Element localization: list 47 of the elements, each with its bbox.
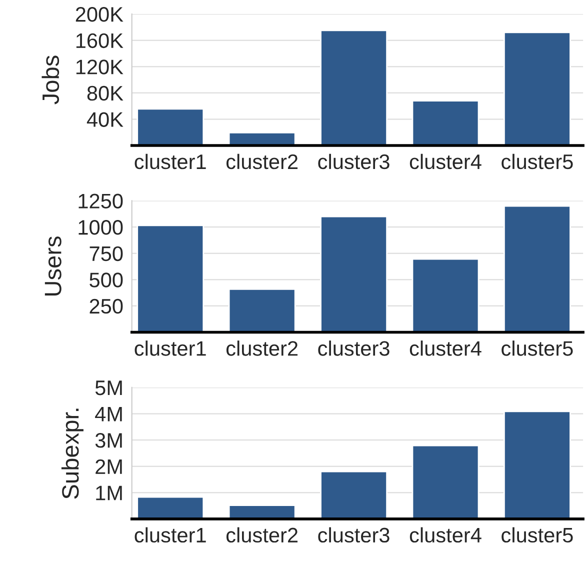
bar [136,224,204,332]
y-tick-label: 2M [96,459,122,474]
x-tick-label: cluster4 [410,154,482,170]
x-tick-label: cluster1 [134,340,206,356]
x-tick-label: cluster4 [410,340,482,356]
y-axis-title: Users [44,236,62,296]
y-tick-label: 500 [90,272,123,288]
x-tick-label: cluster1 [134,527,206,543]
y-tick-label: 1250 [78,194,123,208]
y-tick-label: 200K [76,7,124,22]
x-tick-label: cluster5 [502,527,573,543]
y-tick-label: 1000 [78,220,123,235]
bar [412,100,480,146]
bar [412,444,480,519]
bar [228,288,296,332]
x-tick-label: cluster2 [226,527,298,543]
bar [504,32,571,146]
bar [228,504,296,519]
x-tick-label: cluster2 [226,154,298,170]
y-tick-label: 4M [95,406,122,422]
bar [504,410,571,519]
y-tick-label: 1M [96,486,122,500]
x-tick-label: cluster3 [318,154,390,170]
x-tick-label: cluster3 [318,527,390,543]
x-tick-label: cluster5 [502,154,573,170]
y-tick-label: 3M [95,433,122,448]
x-tick-label: cluster2 [226,340,298,356]
x-tick-label: cluster3 [318,340,390,356]
bar [136,108,204,146]
x-tick-label: cluster4 [410,527,482,543]
y-tick-label: 160K [76,33,124,48]
x-tick-label: cluster1 [134,154,206,170]
bar [320,470,388,519]
y-axis-title: Jobs [42,56,60,104]
bar [320,30,388,146]
bar [320,216,388,332]
y-tick-label: 250 [90,298,123,314]
bar [412,258,480,332]
y-tick-label: 120K [76,60,124,74]
y-tick-label: 750 [90,246,123,262]
x-tick-label: cluster5 [502,340,573,356]
y-tick-label: 5M [95,380,122,396]
y-tick-label: 80K [87,86,124,101]
bar [136,496,204,519]
bar [504,205,571,332]
y-axis-title: Subexpr. [61,408,84,499]
y-tick-label: 40K [86,112,124,127]
